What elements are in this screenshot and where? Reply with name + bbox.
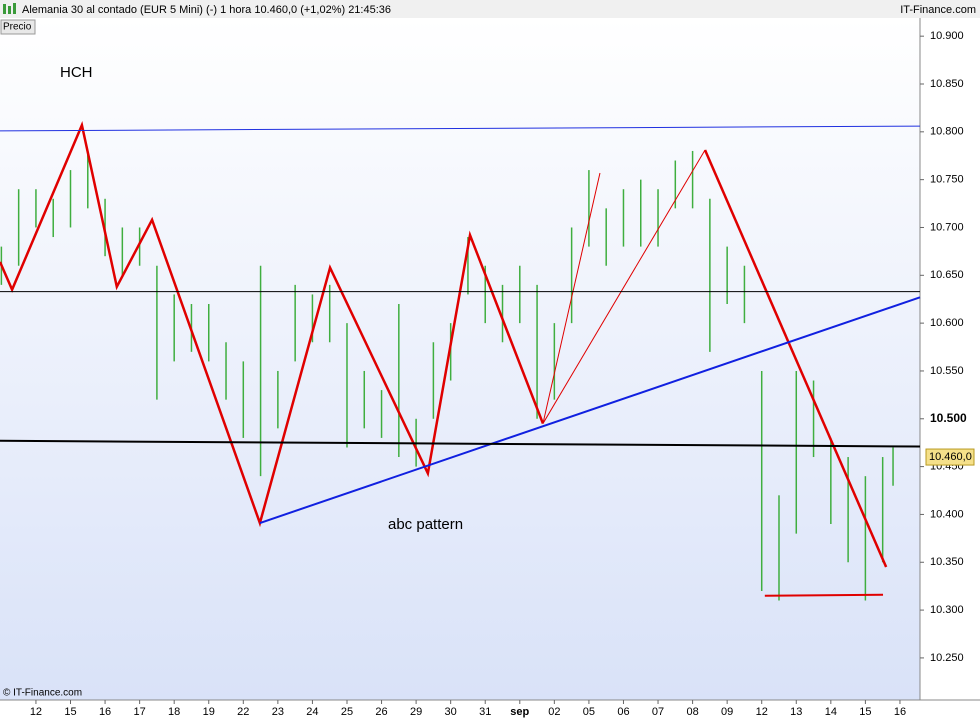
trend-line (259, 296, 921, 524)
x-tick-label: 22 (237, 706, 249, 718)
trend-line (0, 439, 921, 448)
x-tick-label: 05 (583, 706, 595, 718)
header-title: Alemania 30 al contado (EUR 5 Mini) (-) … (22, 4, 391, 16)
trend-line (542, 149, 706, 424)
annotation: abc pattern (388, 516, 463, 533)
y-tick-label: 10.400 (930, 508, 964, 520)
trend-line (0, 121, 545, 528)
x-tick-label: 08 (686, 706, 698, 718)
x-tick-label: 15 (64, 706, 76, 718)
x-tick-label: 17 (133, 706, 145, 718)
y-tick-label: 10.550 (930, 365, 964, 377)
x-tick-label: 23 (272, 706, 284, 718)
x-tick-label: 12 (756, 706, 768, 718)
y-tick-label: 10.750 (930, 174, 964, 186)
x-tick-label: 24 (306, 706, 318, 718)
plot-area (0, 18, 920, 700)
x-tick-label: 31 (479, 706, 491, 718)
y-tick-label: 10.650 (930, 269, 964, 281)
trend-line (0, 125, 921, 132)
brand: IT-Finance.com (900, 4, 976, 16)
x-tick-label: 26 (375, 706, 387, 718)
toolbar-icons (3, 3, 16, 14)
x-tick-label: 12 (30, 706, 42, 718)
trend-line (542, 172, 601, 424)
x-tick-label: 25 (341, 706, 353, 718)
y-tick-label: 10.350 (930, 556, 964, 568)
header-bar (0, 0, 980, 18)
last-price-label: 10.460,0 (929, 451, 972, 463)
price-label-box (0, 19, 36, 35)
y-tick-label: 10.500 (930, 411, 967, 425)
copyright: © IT-Finance.com (3, 688, 82, 699)
y-tick-label: 10.850 (930, 78, 964, 90)
annotation: HCH (60, 64, 93, 81)
x-tick-label: 16 (894, 706, 906, 718)
x-tick-label: 07 (652, 706, 664, 718)
trend-line (764, 593, 884, 597)
y-tick-label: 10.700 (930, 221, 964, 233)
x-tick-label: 02 (548, 706, 560, 718)
x-tick-label: 19 (203, 706, 215, 718)
x-tick-label: 09 (721, 706, 733, 718)
y-tick-label: 10.800 (930, 126, 964, 138)
x-tick-label: 14 (825, 706, 837, 718)
price-label: Precio (3, 22, 32, 33)
y-tick-label: 10.300 (930, 604, 964, 616)
x-tick-label: 13 (790, 706, 802, 718)
y-axis-area (920, 18, 980, 700)
x-tick-label: 29 (410, 706, 422, 718)
x-tick-label: 18 (168, 706, 180, 718)
x-tick-label: 15 (859, 706, 871, 718)
y-tick-label: 10.250 (930, 652, 964, 664)
y-tick-label: 10.900 (930, 30, 964, 42)
x-tick-label: sep (510, 706, 529, 718)
trend-line (703, 149, 888, 568)
x-tick-label: 30 (445, 706, 457, 718)
last-price-box (925, 448, 975, 466)
y-tick-label: 10.600 (930, 317, 964, 329)
x-tick-label: 06 (617, 706, 629, 718)
x-tick-label: 16 (99, 706, 111, 718)
